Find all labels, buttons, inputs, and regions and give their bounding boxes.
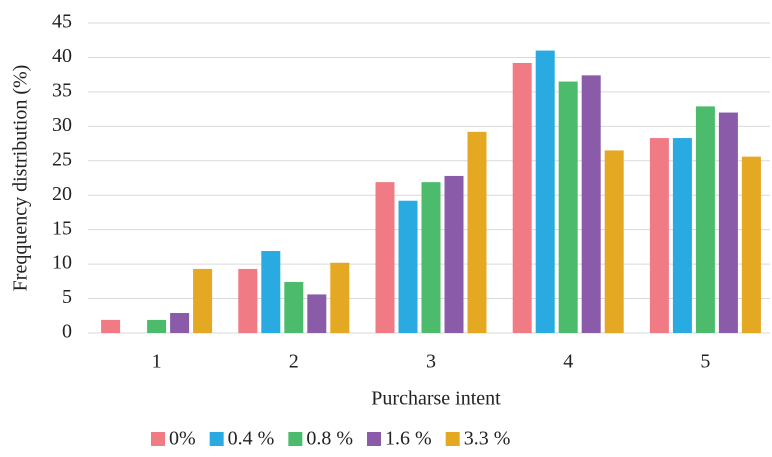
bar <box>170 313 190 333</box>
x-tick-label: 4 <box>563 351 573 373</box>
bar <box>444 175 464 333</box>
bar <box>604 150 624 333</box>
bar <box>421 182 441 333</box>
x-tick-label: 5 <box>700 351 710 373</box>
legend-swatch <box>288 432 303 446</box>
bar <box>695 106 715 333</box>
bar <box>284 282 304 333</box>
legend-swatch <box>445 432 460 446</box>
bar <box>512 62 532 333</box>
x-tick-label: 3 <box>426 351 436 373</box>
bar <box>101 319 121 333</box>
bar <box>330 262 350 333</box>
bar <box>535 50 555 334</box>
y-axis-title: Freqquency distribution (%) <box>10 65 32 292</box>
x-axis-title: Purcharse intent <box>371 388 501 410</box>
bar <box>261 251 281 333</box>
bar <box>467 131 487 333</box>
bar <box>375 182 395 333</box>
y-tick-label: 10 <box>52 252 72 274</box>
y-tick-label: 5 <box>62 286 72 308</box>
legend-swatch <box>209 432 224 446</box>
bar <box>307 294 327 333</box>
legend-label: 0% <box>169 428 196 450</box>
bar <box>147 319 167 333</box>
y-tick-label: 30 <box>52 114 72 136</box>
y-tick-label: 35 <box>52 79 72 101</box>
bar <box>398 200 418 333</box>
legend-label: 3.3 % <box>464 428 511 450</box>
legend-swatch <box>151 432 165 446</box>
legend-label: 0.8 % <box>306 428 353 450</box>
bar <box>649 138 669 333</box>
y-tick-label: 15 <box>52 217 72 239</box>
bar <box>581 75 601 333</box>
bar <box>672 138 692 333</box>
y-tick-label: 25 <box>52 148 72 170</box>
y-tick-label: 0 <box>62 321 72 343</box>
bar <box>718 112 738 333</box>
bar <box>558 81 578 333</box>
y-tick-label: 45 <box>52 11 72 33</box>
y-tick-label: 40 <box>52 45 72 67</box>
bar <box>193 268 213 333</box>
legend-label: 1.6 % <box>385 428 432 450</box>
bar <box>741 156 761 333</box>
legend-swatch <box>367 432 382 446</box>
bar <box>238 268 258 333</box>
y-tick-label: 20 <box>52 183 72 205</box>
x-tick-label: 2 <box>289 351 299 373</box>
legend-label: 0.4 % <box>228 428 275 450</box>
x-tick-label: 1 <box>152 351 162 373</box>
